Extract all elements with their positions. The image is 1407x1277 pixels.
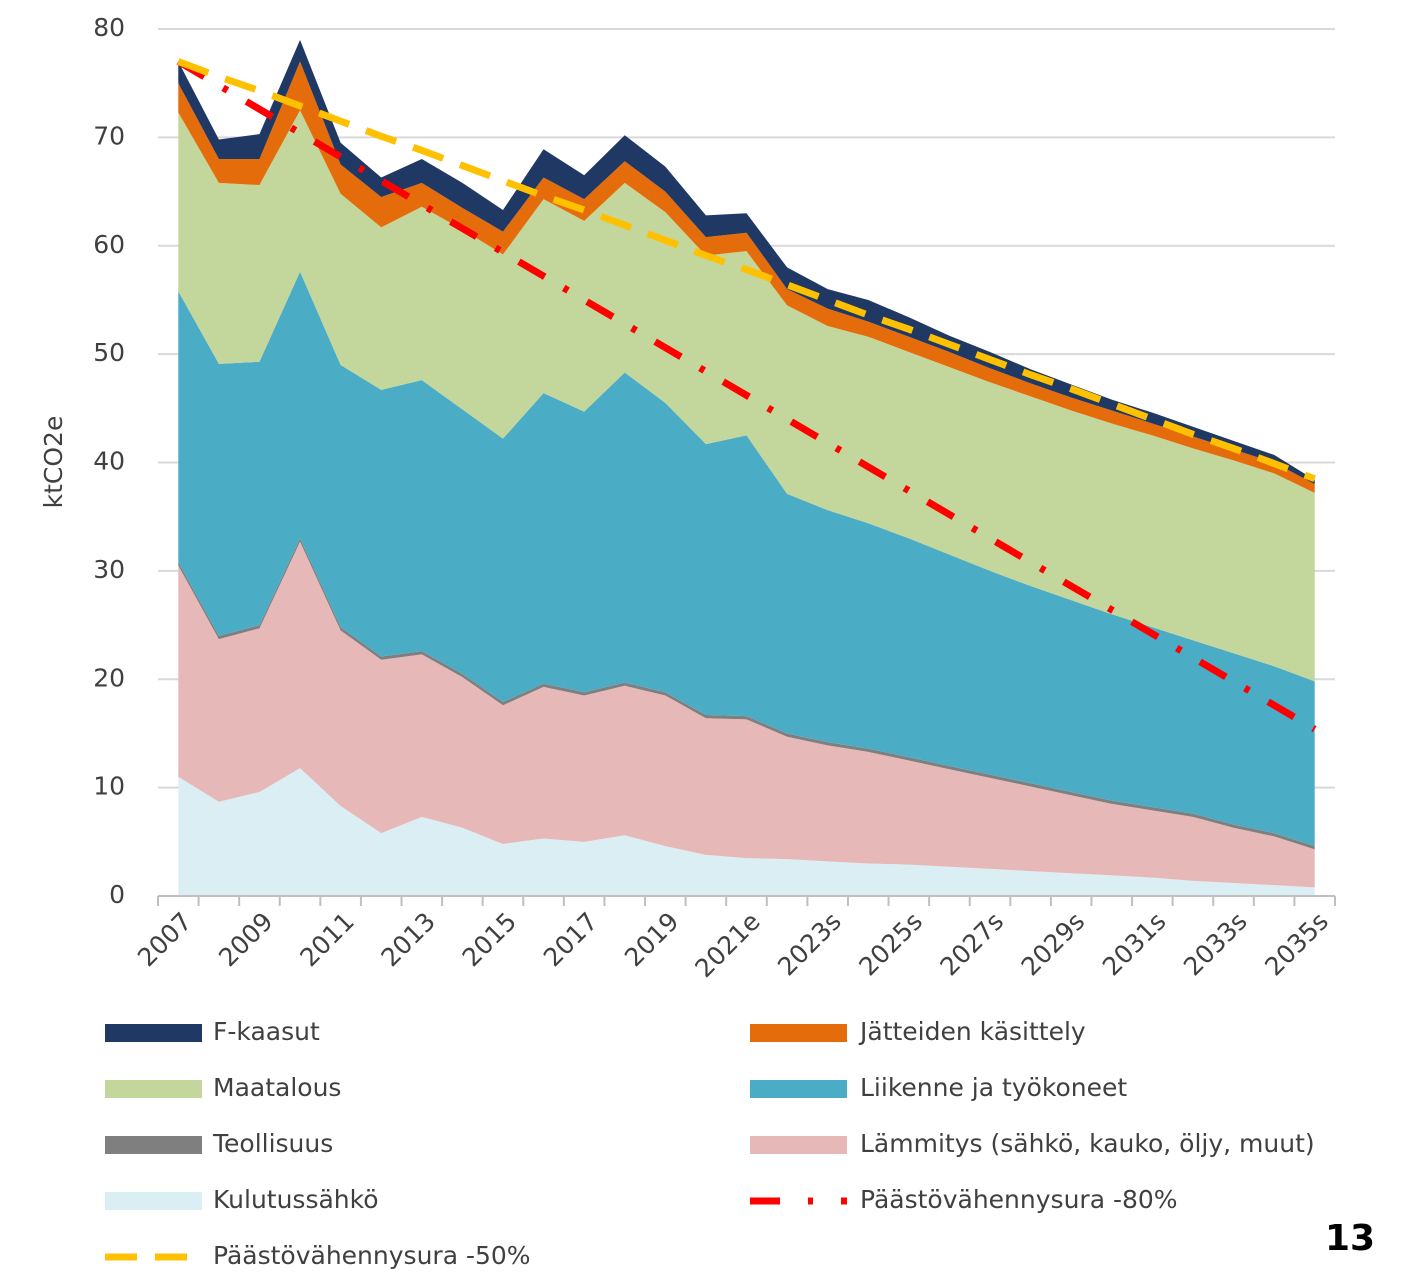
legend-label: F-kaasut — [213, 1017, 320, 1046]
y-tick-label: 80 — [93, 13, 125, 42]
y-tick-label: 70 — [93, 121, 125, 150]
x-tick-label: 2035s — [1259, 907, 1334, 982]
legend-swatch — [750, 1024, 847, 1042]
line — [177, 58, 1316, 483]
legend-swatch — [105, 1136, 202, 1154]
y-axis-label: ktCO2e — [39, 416, 68, 509]
y-tick-label: 60 — [93, 230, 125, 259]
area — [178, 271, 1315, 847]
y-tick-label: 10 — [93, 772, 125, 801]
x-tick-label: 2029s — [1016, 907, 1091, 982]
y-tick-label: 50 — [93, 338, 125, 367]
legend-swatch — [105, 1192, 202, 1210]
legend-swatch — [750, 1136, 847, 1154]
legend-label: Teollisuus — [212, 1129, 333, 1158]
x-tick-label: 2027s — [934, 907, 1009, 982]
legend-label: Jätteiden käsittely — [858, 1017, 1086, 1046]
area — [178, 541, 1315, 888]
y-tick-label: 30 — [93, 555, 125, 584]
x-tick-label: 2009 — [213, 907, 278, 972]
x-tick-label: 2031s — [1097, 907, 1172, 982]
legend-swatch — [105, 1024, 202, 1042]
y-tick-label: 20 — [93, 663, 125, 692]
legend-label: Lämmitys (sähkö, kauko, öljy, muut) — [860, 1129, 1315, 1158]
x-tick-label: 2033s — [1178, 907, 1253, 982]
legend-swatch — [105, 1080, 202, 1098]
legend-swatch — [750, 1080, 847, 1098]
line — [176, 58, 1317, 733]
x-tick-label: 2017 — [538, 907, 603, 972]
legend-label: Liikenne ja työkoneet — [860, 1073, 1127, 1102]
x-tick-label: 2007 — [132, 907, 197, 972]
x-tick-label: 2019 — [619, 907, 684, 972]
legend-label: Kulutussähkö — [213, 1185, 379, 1214]
page-number: 13 — [1325, 1218, 1375, 1259]
x-tick-label: 2021e — [689, 907, 765, 983]
legend-label: Päästövähennysura -80% — [860, 1185, 1178, 1214]
area — [178, 768, 1315, 896]
y-tick-label: 40 — [93, 447, 125, 476]
area — [178, 61, 1315, 493]
y-tick-label: 0 — [109, 880, 125, 909]
area — [178, 538, 1315, 850]
legend-label: Maatalous — [213, 1073, 341, 1102]
x-tick-label: 2013 — [376, 907, 441, 972]
legend-label: Päästövähennysura -50% — [213, 1241, 531, 1270]
x-tick-label: 2011 — [294, 907, 359, 972]
x-tick-label: 2025s — [853, 907, 928, 982]
x-tick-label: 2023s — [772, 907, 847, 982]
x-tick-label: 2015 — [457, 907, 522, 972]
